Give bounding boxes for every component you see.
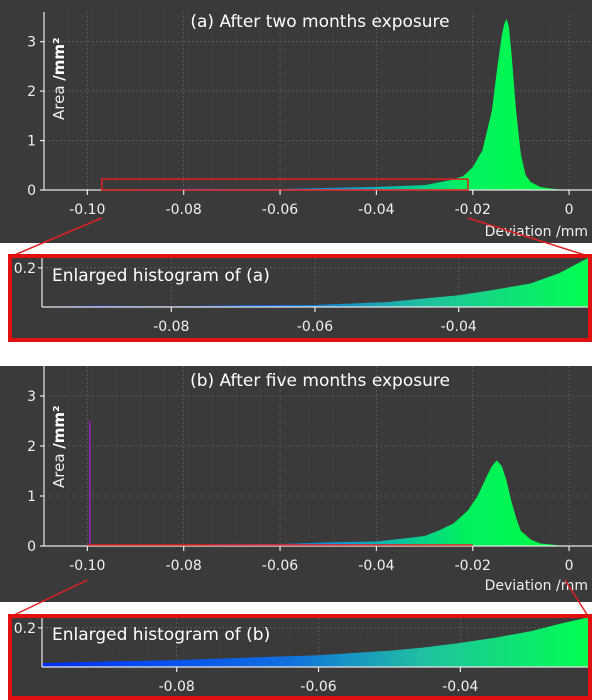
x-tick-label: -0.06 xyxy=(262,202,298,218)
panel-b-histogram-area xyxy=(87,460,570,546)
x-tick-label: -0.08 xyxy=(159,679,195,695)
panel-a-ylabel: Area /mm² xyxy=(50,37,68,120)
panel-a-histogram-area xyxy=(87,18,570,190)
panel-b-enlarged-x-ticks: -0.08 -0.06 -0.04 xyxy=(159,667,479,695)
panel-b-enlarged-title: Enlarged histogram of (b) xyxy=(52,625,270,645)
panel-b-enlarged: Enlarged histogram of (b) -0.08 -0.06 -0.0… xyxy=(8,614,592,700)
x-tick-label: -0.06 xyxy=(300,679,336,695)
x-tick-label: -0.08 xyxy=(166,558,202,574)
panel-b-enlarged-frame xyxy=(8,614,592,700)
panel-a-enlarged-x-ticks: -0.08 -0.06 -0.04 xyxy=(153,307,477,335)
panel-a-enlarged-y-ticks: 0.2 xyxy=(14,261,42,277)
y-tick-label: 0 xyxy=(27,183,36,199)
panel-b-y-ticks: 0 1 2 3 xyxy=(27,389,44,555)
x-tick-label: -0.06 xyxy=(262,558,298,574)
x-tick-label: -0.02 xyxy=(455,202,491,218)
x-tick-label: -0.02 xyxy=(455,558,491,574)
x-tick-label: 0 xyxy=(565,558,574,574)
x-tick-label: -0.08 xyxy=(166,202,202,218)
panel-b-enlarged-histogram-area xyxy=(42,618,588,667)
y-tick-label: 2 xyxy=(27,439,36,455)
y-tick-label: 0.2 xyxy=(14,261,36,277)
y-tick-label: 1 xyxy=(27,134,36,150)
panel-b-ylabel: Area /mm² xyxy=(50,405,68,488)
y-tick-label: 2 xyxy=(27,84,36,100)
panel-b-x-ticks: -0.10 -0.08 -0.06 -0.04 -0.02 0 xyxy=(69,546,574,574)
panel-b-xlabel: Deviation /mm xyxy=(485,578,588,594)
x-tick-label: -0.04 xyxy=(441,319,477,335)
y-tick-label: 1 xyxy=(27,489,36,505)
x-tick-label: -0.06 xyxy=(297,319,333,335)
panel-a: (a) After two months exposure Area /mm² … xyxy=(0,0,592,243)
panel-a-enlarged-histogram-area xyxy=(42,258,588,307)
x-tick-label: 0 xyxy=(565,202,574,218)
panel-b-enlarged-y-ticks: 0.2 xyxy=(14,621,42,637)
panel-b-zoom-connector-left xyxy=(11,579,88,617)
panel-a-enlarged-frame xyxy=(8,254,592,342)
y-tick-label: 3 xyxy=(27,35,36,51)
y-tick-label: 0.2 xyxy=(14,621,36,637)
x-tick-label: -0.04 xyxy=(358,558,394,574)
panel-b-zoom-connector-right xyxy=(564,579,589,617)
y-tick-label: 3 xyxy=(27,389,36,405)
x-tick-label: -0.08 xyxy=(153,319,189,335)
panel-a-xlabel: Deviation /mm xyxy=(485,224,588,240)
panel-a-x-ticks: -0.10 -0.08 -0.06 -0.04 -0.02 0 xyxy=(69,190,574,218)
panel-a-zoom-connector-left xyxy=(11,217,103,257)
x-tick-label: -0.04 xyxy=(442,679,478,695)
panel-a-title: (a) After two months exposure xyxy=(190,12,449,32)
x-tick-label: -0.04 xyxy=(358,202,394,218)
panel-a-enlarged-title: Enlarged histogram of (a) xyxy=(52,266,270,286)
panel-b-enlarged-axes xyxy=(41,618,588,668)
x-tick-label: -0.10 xyxy=(69,558,105,574)
x-tick-label: -0.10 xyxy=(69,202,105,218)
panel-a-y-ticks: 0 1 2 3 xyxy=(27,35,44,199)
y-tick-label: 0 xyxy=(27,539,36,555)
panel-a-zoom-box xyxy=(101,178,469,191)
panel-b-title: (b) After five months exposure xyxy=(190,371,450,391)
panel-a-enlarged: Enlarged histogram of (a) -0.08 -0.06 -0.0… xyxy=(8,254,592,342)
panel-a-zoom-connector-right xyxy=(467,217,589,257)
panel-b: (b) After five months exposure Area /mm²… xyxy=(0,366,592,602)
